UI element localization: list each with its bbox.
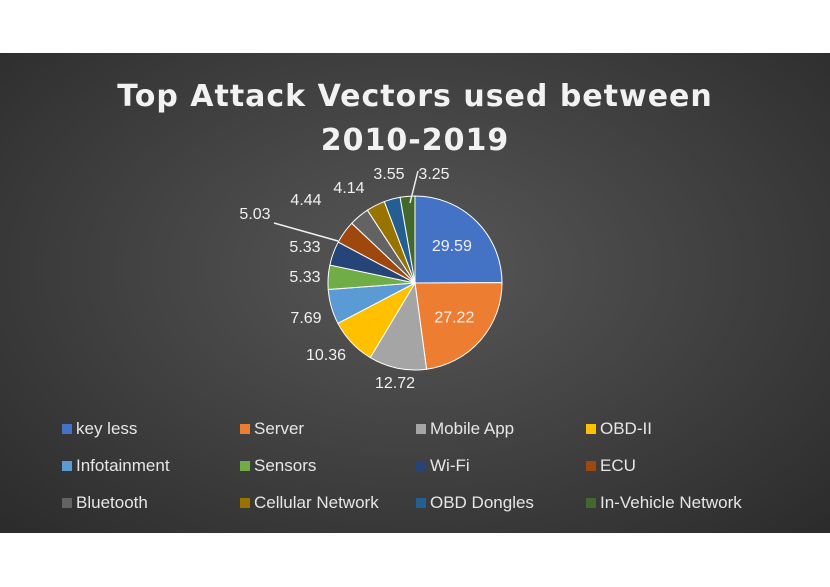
legend-swatch	[62, 460, 72, 471]
data-label: 29.59	[432, 238, 472, 255]
data-label: 5.33	[289, 239, 320, 256]
data-label: 5.03	[239, 206, 270, 223]
pie-chart: 29.59 27.22 12.72 10.36 7.69 5.33 5.33 5.03 4.44…	[239, 166, 503, 392]
data-label: 5.33	[289, 269, 320, 286]
data-label: 10.36	[306, 347, 346, 364]
legend-item: Sensors	[240, 455, 416, 476]
legend-swatch	[416, 460, 426, 471]
legend-item: ECU	[586, 455, 786, 476]
legend-swatch	[240, 460, 250, 471]
legend-label: OBD Dongles	[430, 493, 534, 512]
legend-label: Wi-Fi	[430, 456, 470, 475]
legend-item: Server	[240, 418, 416, 439]
data-label: 7.69	[290, 310, 321, 327]
legend-label: Cellular Network	[254, 493, 379, 512]
legend-item: OBD Dongles	[416, 492, 586, 513]
data-label: 4.44	[290, 192, 321, 209]
legend-item: Cellular Network	[240, 492, 416, 513]
legend-swatch	[62, 497, 72, 508]
legend-swatch	[416, 423, 426, 434]
legend-label: OBD-II	[600, 419, 652, 438]
legend-item: OBD-II	[586, 418, 786, 439]
legend-label: Sensors	[254, 456, 317, 475]
chart-title: Top Attack Vectors used between 2010-201…	[0, 75, 830, 163]
legend-item: key less	[62, 418, 240, 439]
legend-label: key less	[76, 419, 138, 438]
legend-label: Bluetooth	[76, 493, 148, 512]
legend-swatch	[586, 423, 596, 434]
legend-swatch	[62, 423, 72, 434]
chart-legend: key less Server Mobile App OBD-II Infotainme…	[62, 418, 802, 513]
legend-swatch	[240, 423, 250, 434]
legend-item: Bluetooth	[62, 492, 240, 513]
legend-label: Mobile App	[430, 419, 515, 438]
leader-line	[409, 170, 419, 204]
pie-slice-key-less	[414, 195, 503, 284]
legend-swatch	[416, 497, 426, 508]
legend-label: Infotainment	[76, 456, 170, 475]
pie-slice-in-vehicle-network	[399, 195, 416, 284]
chart-area: Top Attack Vectors used between 2010-201…	[0, 53, 830, 533]
chart-title-line-2: 2010-2019	[320, 123, 510, 158]
leader-line	[273, 222, 339, 242]
data-label: 4.14	[333, 180, 364, 197]
chart-title-line-1: Top Attack Vectors used between	[117, 79, 713, 114]
legend-swatch	[240, 497, 250, 508]
legend-swatch	[586, 497, 596, 508]
legend-item: In-Vehicle Network	[586, 492, 786, 513]
data-label: 3.55	[373, 166, 404, 183]
legend-label: ECU	[600, 456, 636, 475]
legend-swatch	[586, 460, 596, 471]
pie-slice-server	[414, 282, 503, 370]
legend-item: Wi-Fi	[416, 455, 586, 476]
legend-item: Infotainment	[62, 455, 240, 476]
data-label: 3.25	[418, 166, 449, 183]
legend-item: Mobile App	[416, 418, 586, 439]
data-label: 27.22	[434, 309, 474, 326]
legend-label: In-Vehicle Network	[600, 493, 742, 512]
legend-label: Server	[254, 419, 305, 438]
data-label: 12.72	[375, 375, 415, 392]
